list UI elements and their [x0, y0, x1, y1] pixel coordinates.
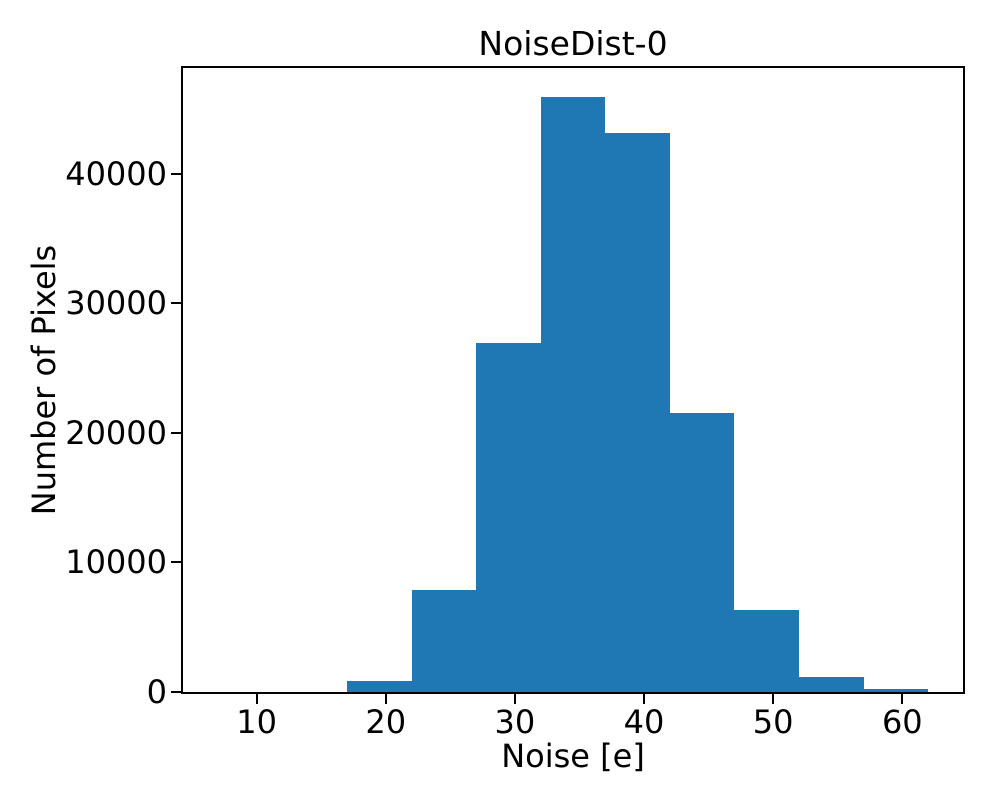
y-tick-mark	[171, 172, 181, 175]
x-tick-mark	[772, 694, 775, 704]
y-tick-label: 10000	[65, 543, 167, 582]
plot-area	[181, 66, 965, 694]
x-tick-mark	[513, 694, 516, 704]
x-axis-label: Noise [e]	[501, 737, 645, 775]
x-tick-mark	[901, 694, 904, 704]
x-tick-label: 20	[365, 703, 407, 741]
x-tick-label: 10	[236, 703, 277, 741]
histogram-bar	[476, 343, 541, 692]
x-tick-mark	[255, 694, 258, 704]
x-tick-mark	[643, 694, 646, 704]
x-tick-label: 40	[623, 703, 665, 741]
histogram-bar	[347, 681, 412, 692]
x-tick-label: 50	[752, 703, 794, 741]
chart-title: NoiseDist-0	[478, 24, 668, 63]
y-tick-label: 0	[146, 673, 167, 711]
histogram-bar	[540, 97, 606, 692]
y-tick-label: 30000	[65, 284, 167, 323]
y-tick-label: 40000	[65, 154, 167, 193]
histogram-bar	[863, 689, 929, 692]
x-tick-label: 30	[494, 703, 536, 741]
y-tick-label: 20000	[65, 413, 167, 452]
y-tick-mark	[171, 431, 181, 434]
y-tick-mark	[171, 302, 181, 305]
y-tick-mark	[171, 561, 181, 564]
y-axis-label: Number of Pixels	[25, 244, 63, 516]
x-tick-label: 60	[881, 703, 923, 741]
x-tick-mark	[384, 694, 387, 704]
histogram-bar	[734, 610, 799, 692]
histogram-bar	[669, 413, 735, 692]
y-tick-mark	[171, 691, 181, 693]
histogram-bar	[411, 590, 477, 692]
histogram-bar	[798, 677, 864, 692]
histogram-bar	[605, 133, 670, 692]
